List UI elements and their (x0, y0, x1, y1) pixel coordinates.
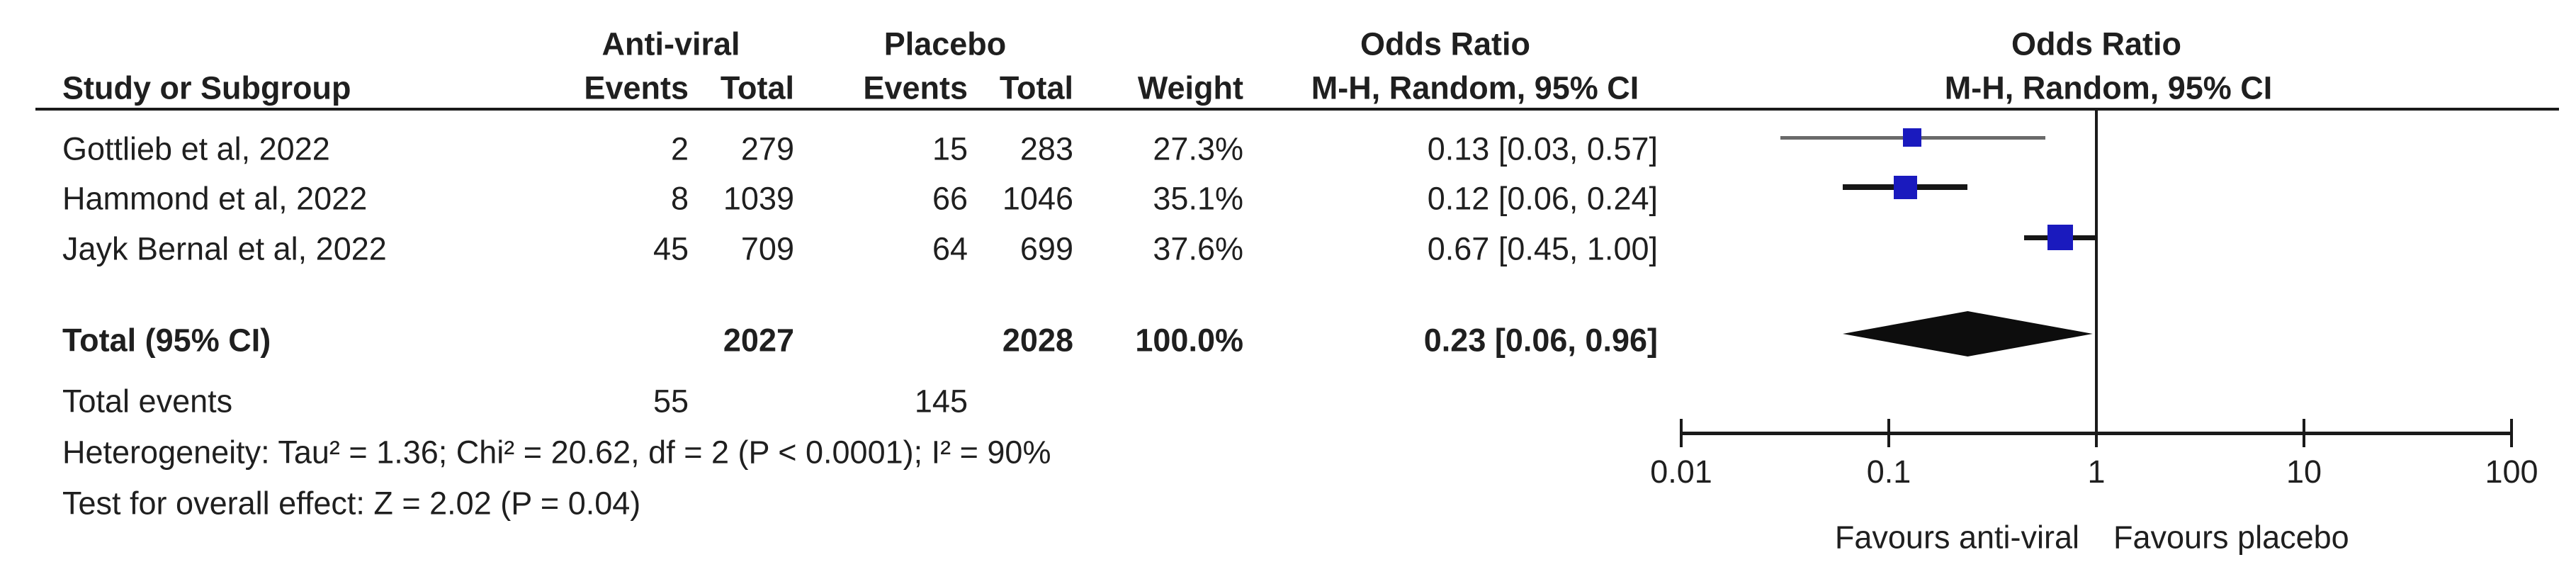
weight-value: 27.3% (1153, 130, 1243, 167)
av-events-value: 8 (670, 180, 689, 217)
weight-value: 35.1% (1153, 180, 1243, 217)
p-events-value: 66 (932, 180, 968, 217)
p-total-value: 283 (1019, 130, 1073, 167)
total-events-av-value: 55 (653, 383, 689, 420)
column-header-av-total: Total (720, 69, 794, 106)
axis-tick (2095, 419, 2098, 447)
axis-tick (2510, 419, 2513, 447)
p-events-value: 64 (932, 230, 968, 267)
column-header-p-events: Events (863, 69, 968, 106)
header-divider-line (35, 108, 2559, 111)
column-header-ci-plot: M-H, Random, 95% CI (1944, 69, 2273, 106)
total-events-label: Total events (62, 383, 233, 420)
study-name: Gottlieb et al, 2022 (62, 130, 330, 167)
av-total-value: 1039 (723, 180, 794, 217)
zero-effect-line (2095, 109, 2098, 434)
total-label: Total (95% CI) (62, 322, 271, 359)
axis-tick-label: 0.01 (1650, 454, 1712, 490)
study-name: Hammond et al, 2022 (62, 180, 368, 217)
overall-effect-text: Test for overall effect: Z = 2.02 (P = 0… (62, 485, 641, 522)
axis-tick-label: 1 (2087, 454, 2106, 490)
favours-right-label: Favours placebo (2113, 519, 2349, 556)
column-header-p-total: Total (999, 69, 1073, 106)
group-header-placebo: Placebo (883, 26, 1007, 62)
axis-tick (2303, 419, 2305, 447)
ci-text-value: 0.67 [0.45, 1.00] (1427, 230, 1658, 267)
ci-text-value: 0.12 [0.06, 0.24] (1427, 180, 1658, 217)
total-events-p-value: 145 (914, 383, 968, 420)
effect-square (2047, 225, 2074, 250)
total-av-total: 2027 (723, 322, 794, 359)
odds-ratio-header-text: Odds Ratio (1360, 26, 1531, 62)
effect-square (1893, 175, 1917, 199)
study-name: Jayk Bernal et al, 2022 (62, 230, 387, 267)
column-header-weight: Weight (1137, 69, 1243, 106)
heterogeneity-text: Heterogeneity: Tau² = 1.36; Chi² = 20.62… (62, 434, 1051, 471)
axis-tick (1680, 419, 1683, 447)
av-events-value: 2 (670, 130, 689, 167)
av-total-value: 279 (740, 130, 794, 167)
total-weight: 100.0% (1135, 322, 1243, 359)
total-ci-text: 0.23 [0.06, 0.96] (1423, 322, 1658, 359)
effect-square (1903, 128, 1922, 147)
total-diamond (1842, 311, 2093, 356)
p-total-value: 1046 (1002, 180, 1073, 217)
av-total-value: 709 (740, 230, 794, 267)
column-header-ci-text: M-H, Random, 95% CI (1311, 69, 1639, 106)
group-header-antiviral: Anti-viral (601, 26, 740, 62)
p-total-value: 699 (1019, 230, 1073, 267)
column-header-study: Study or Subgroup (62, 69, 351, 106)
axis-tick-label: 10 (2286, 454, 2322, 490)
total-p-total: 2028 (1002, 322, 1073, 359)
axis-tick-label: 0.1 (1866, 454, 1911, 490)
ci-text-value: 0.13 [0.03, 0.57] (1427, 130, 1658, 167)
p-events-value: 15 (932, 130, 968, 167)
odds-ratio-header-plot: Odds Ratio (2011, 26, 2182, 62)
column-header-av-events: Events (584, 69, 689, 106)
axis-tick (1887, 419, 1890, 447)
favours-left-label: Favours anti-viral (1834, 519, 2079, 556)
weight-value: 37.6% (1153, 230, 1243, 267)
axis-tick-label: 100 (2485, 454, 2538, 490)
av-events-value: 45 (653, 230, 689, 267)
